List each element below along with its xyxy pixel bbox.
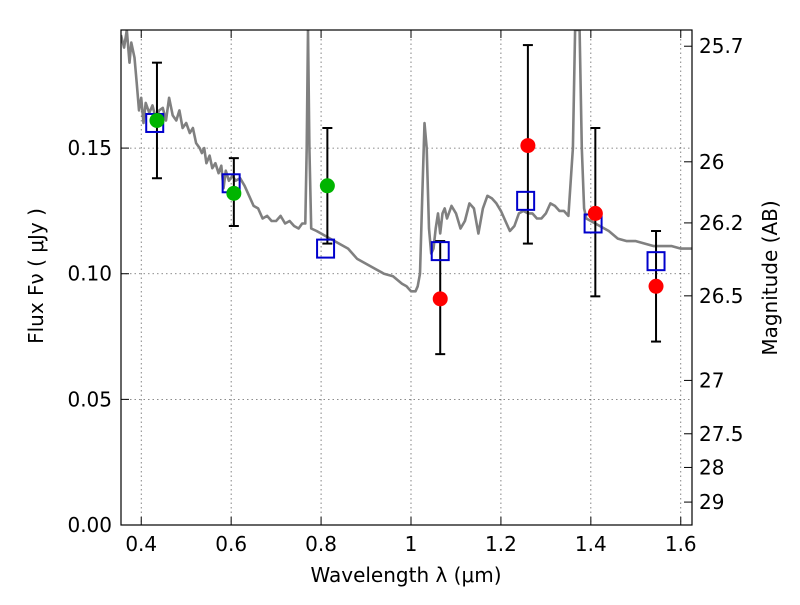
y2-axis-title: Magnitude (AB) (758, 200, 782, 355)
y-tick-label: 0.05 (67, 387, 112, 411)
plot-frame (120, 29, 693, 526)
plot-area (121, 30, 692, 356)
y2-tick-label: 26.5 (699, 284, 744, 308)
observed-red-point (648, 278, 664, 294)
observed-red-point (520, 138, 536, 154)
x-tick-label: 0.4 (125, 532, 157, 556)
x-tick-label: 1.6 (665, 532, 697, 556)
y2-tick-label: 26 (699, 150, 724, 174)
y2-tick-label: 29 (699, 490, 724, 514)
y-axis-title: Flux Fν ( μJy ) (24, 208, 48, 344)
x-tick-label: 1.2 (485, 532, 517, 556)
observed-red-point (587, 205, 603, 221)
observed-green-point (149, 112, 165, 128)
x-axis-title: Wavelength λ (μm) (310, 563, 501, 587)
y2-tick-label: 26.2 (699, 211, 744, 235)
model-photometry-marker (316, 238, 336, 259)
model-photometry-marker (516, 190, 536, 211)
model-photometry-marker (430, 241, 450, 262)
x-tick-label: 0.8 (305, 532, 337, 556)
y-tick-label: 0.10 (67, 262, 112, 286)
y2-tick-label: 27.5 (699, 422, 744, 446)
y-tick-label: 0.15 (67, 136, 112, 160)
model-spectrum-line (121, 30, 692, 293)
observed-red-point (432, 291, 448, 307)
x-tick-label: 1.4 (575, 532, 607, 556)
y2-tick-label: 27 (699, 368, 724, 392)
x-tick-label: 1 (405, 532, 418, 556)
grid (121, 30, 692, 526)
y2-tick-label: 25.7 (699, 34, 744, 58)
observed-green-point (319, 178, 335, 194)
axes: 0.4 0.6 0.8 1 1.2 1.4 1.6 0.00 0.05 0.10 0.15 25.7 2… (67, 29, 744, 556)
observed-green-point (226, 185, 242, 201)
y-tick-label: 0.00 (67, 513, 112, 537)
model-photometry-marker (646, 251, 666, 272)
x-tick-label: 0.6 (215, 532, 247, 556)
y2-tick-label: 28 (699, 455, 724, 479)
